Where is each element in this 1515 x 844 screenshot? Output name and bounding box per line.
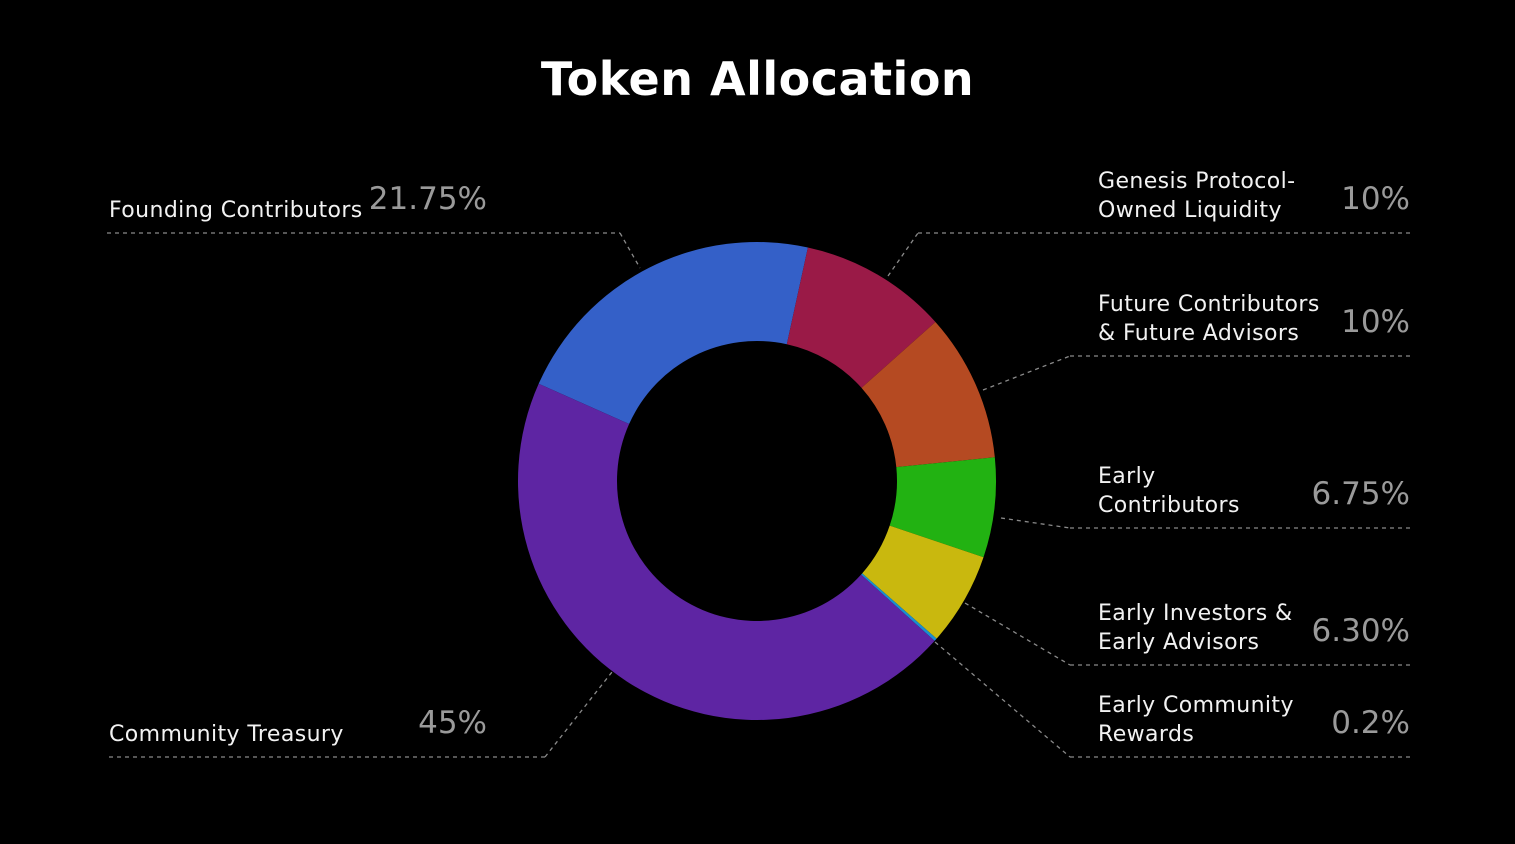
leader-line	[619, 232, 641, 269]
donut-slice	[889, 457, 996, 558]
slice-label: Future Contributors & Future Advisors	[1098, 292, 1320, 346]
leader-line	[1000, 517, 1071, 529]
donut-slice	[538, 242, 808, 425]
slice-value: 10%	[1341, 304, 1410, 340]
slice-label: Early Community Rewards	[1098, 693, 1294, 747]
leader-lines	[107, 232, 1410, 758]
donut-slice	[786, 247, 936, 388]
chart-title: Token Allocation	[540, 52, 975, 106]
leader-line	[887, 232, 919, 277]
donut-slice	[517, 383, 935, 721]
slice-value: 0.2%	[1331, 705, 1410, 741]
donut-slice	[862, 525, 984, 639]
donut-slices	[517, 242, 996, 721]
leader-line	[934, 641, 1071, 758]
donut-slice	[861, 573, 937, 641]
donut-slice	[861, 322, 995, 468]
slice-value: 6.30%	[1311, 613, 1410, 649]
leader-line	[964, 602, 1071, 666]
slice-label: Early Investors & Early Advisors	[1098, 601, 1293, 655]
slice-label: Early Contributors	[1098, 464, 1240, 518]
slice-value: 21.75%	[368, 181, 487, 217]
slice-label: Founding Contributors	[109, 198, 363, 223]
slice-value: 10%	[1341, 181, 1410, 217]
slice-label: Genesis Protocol- Owned Liquidity	[1098, 169, 1296, 223]
slice-value: 6.75%	[1311, 476, 1410, 512]
slice-label: Community Treasury	[109, 722, 344, 747]
leader-line	[544, 671, 613, 758]
slice-value: 45%	[418, 705, 487, 741]
leader-line	[982, 355, 1071, 391]
